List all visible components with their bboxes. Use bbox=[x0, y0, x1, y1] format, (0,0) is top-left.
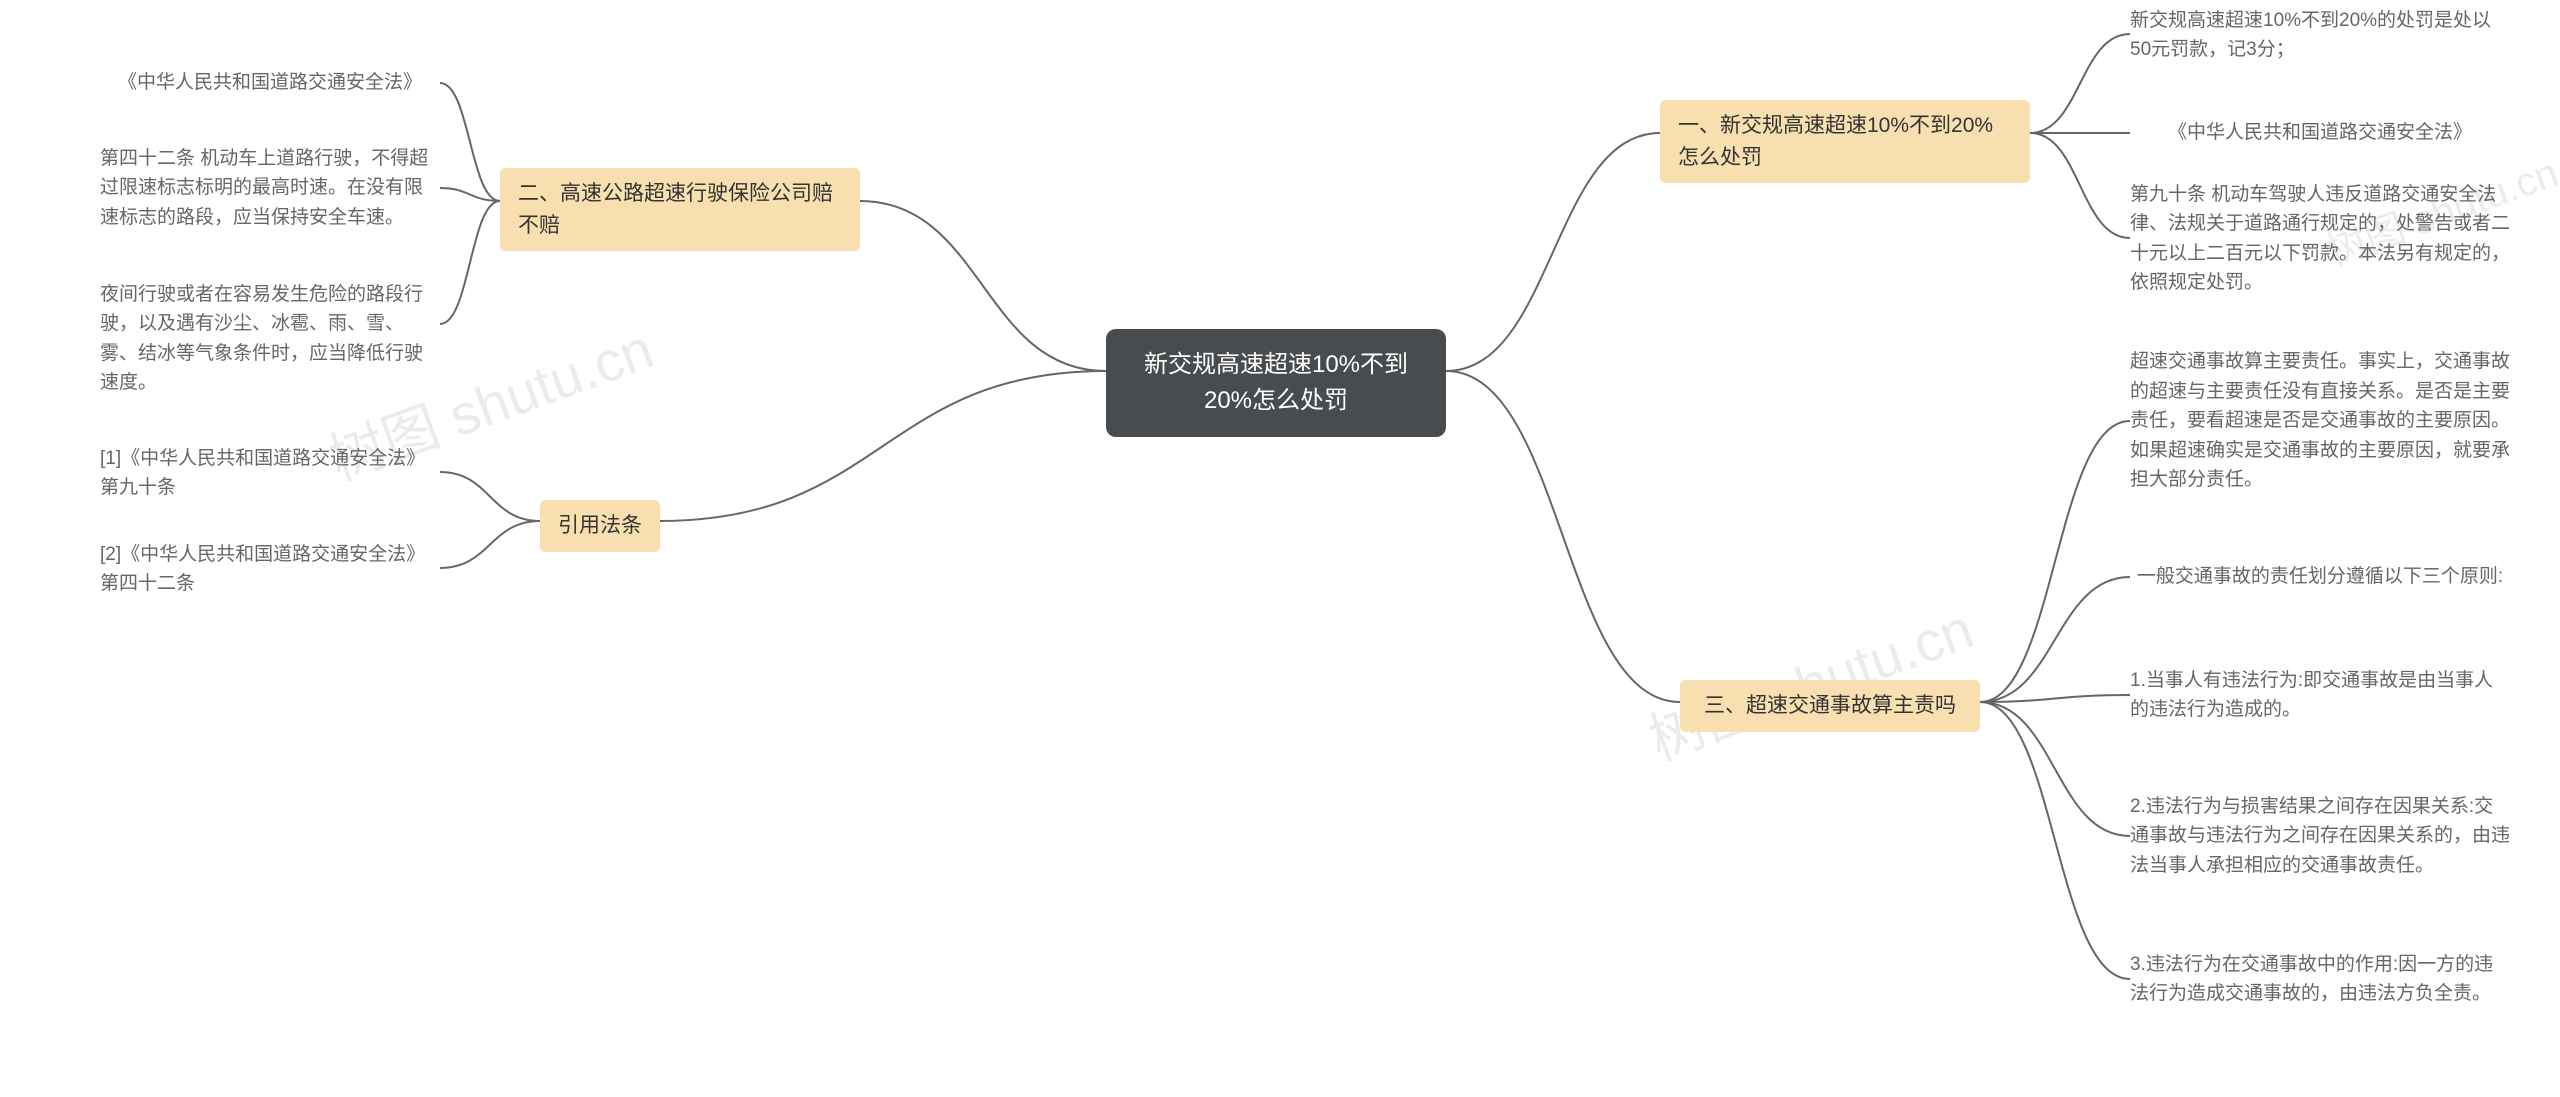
leaf-r2-3: 2.违法行为与损害结果之间存在因果关系:交通事故与违法行为之间存在因果关系的，由… bbox=[2130, 792, 2510, 880]
leaf-l1-0: 《中华人民共和国道路交通安全法》 bbox=[100, 68, 440, 98]
branch-l2: 引用法条 bbox=[540, 500, 660, 552]
leaf-r1-1: 《中华人民共和国道路交通安全法》 bbox=[2130, 118, 2510, 148]
root-node: 新交规高速超速10%不到20%怎么处罚 bbox=[1106, 329, 1446, 437]
leaf-r1-0: 新交规高速超速10%不到20%的处罚是处以50元罚款，记3分； bbox=[2130, 6, 2510, 65]
leaf-r2-4: 3.违法行为在交通事故中的作用:因一方的违法行为造成交通事故的，由违法方负全责。 bbox=[2130, 950, 2510, 1009]
leaf-r2-2: 1.当事人有违法行为:即交通事故是由当事人的违法行为造成的。 bbox=[2130, 666, 2510, 725]
branch-r1: 一、新交规高速超速10%不到20%怎么处罚 bbox=[1660, 100, 2030, 183]
leaf-l2-1: [2]《中华人民共和国道路交通安全法》 第四十二条 bbox=[100, 540, 440, 599]
leaf-r1-2: 第九十条 机动车驾驶人违反道路交通安全法律、法规关于道路通行规定的，处警告或者二… bbox=[2130, 180, 2510, 298]
branch-r2: 三、超速交通事故算主责吗 bbox=[1680, 680, 1980, 732]
leaf-r2-0: 超速交通事故算主要责任。事实上，交通事故的超速与主要责任没有直接关系。是否是主要… bbox=[2130, 346, 2510, 496]
leaf-l1-2: 夜间行驶或者在容易发生危险的路段行驶，以及遇有沙尘、冰雹、雨、雪、雾、结冰等气象… bbox=[100, 280, 440, 398]
leaf-r2-1: 一般交通事故的责任划分遵循以下三个原则: bbox=[2130, 562, 2510, 592]
branch-l1: 二、高速公路超速行驶保险公司赔不赔 bbox=[500, 168, 860, 251]
leaf-l2-0: [1]《中华人民共和国道路交通安全法》 第九十条 bbox=[100, 444, 440, 503]
leaf-l1-1: 第四十二条 机动车上道路行驶，不得超过限速标志标明的最高时速。在没有限速标志的路… bbox=[100, 144, 440, 232]
